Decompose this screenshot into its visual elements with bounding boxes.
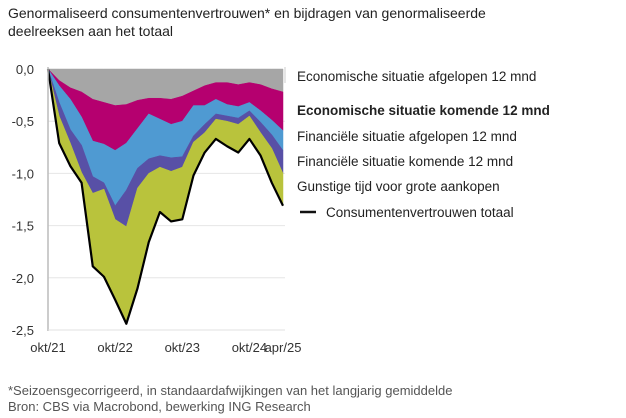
y-tick-label: -2,0 (12, 271, 34, 286)
legend-label-1: Economische situatie afgelopen 12 mnd (297, 69, 536, 84)
y-tick-label: 0,0 (16, 62, 34, 77)
legend: Economische situatie afgelopen 12 mnd Eco… (297, 69, 550, 220)
total-line (46, 68, 284, 325)
chart-title: Genormaliseerd consumentenvertrouwen* en… (8, 5, 486, 39)
footnote: *Seizoensgecorrigeerd, in standaardafwij… (8, 383, 453, 398)
x-tick-label: apr/25 (265, 340, 302, 355)
y-tick-label: -0,5 (12, 114, 34, 129)
stacked-areas (46, 68, 284, 325)
legend-label-2: Economische situatie komende 12 mnd (297, 103, 550, 118)
x-tick-label: okt/24 (232, 340, 267, 355)
y-tick-label: -1,0 (12, 166, 34, 181)
y-tick-label: -2,5 (12, 323, 34, 338)
legend-label-total: Consumentenvertrouwen totaal (326, 205, 514, 220)
x-tick-label: okt/23 (165, 340, 200, 355)
legend-label-3: Financiële situatie afgelopen 12 mnd (297, 129, 517, 144)
x-tick-label: okt/22 (97, 340, 132, 355)
axes: 0,0 -0,5 -1,0 -1,5 -2,0 -2,5 okt/21 okt/22 okt/2… (12, 62, 302, 355)
legend-label-4: Financiële situatie komende 12 mnd (297, 154, 513, 169)
source-note: Bron: CBS via Macrobond, bewerking ING R… (8, 399, 311, 414)
y-tick-label: -1,5 (12, 219, 34, 234)
x-tick-label: okt/21 (30, 340, 65, 355)
legend-label-5: Gunstige tijd voor grote aankopen (297, 179, 500, 194)
